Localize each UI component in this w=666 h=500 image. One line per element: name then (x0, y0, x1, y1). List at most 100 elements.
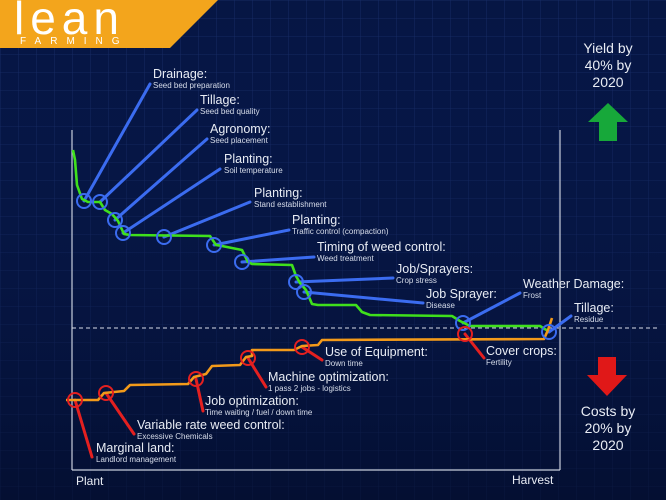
yield-factor-planting-stand: Planting: Stand establishment (254, 186, 327, 210)
factor-title: Drainage: (153, 67, 208, 81)
yield-callout-circle (541, 324, 557, 340)
factor-title: Use of Equipment: (325, 345, 428, 359)
factor-detail: Frost (523, 291, 542, 301)
factor-detail: Seed placement (210, 136, 268, 146)
factor-title: Planting: (292, 213, 341, 227)
yield-callout-line (547, 314, 573, 334)
yield-note-line3: 2020 (592, 73, 624, 90)
factor-title: Variable rate weed control: (137, 418, 285, 432)
yield-callout-circle (296, 284, 312, 300)
yield-factor-planting-traffic: Planting: Traffic control (compaction) (292, 213, 389, 237)
factor-title: Job/Sprayers: (396, 262, 474, 276)
yield-callout-circle (455, 315, 471, 331)
factor-detail: Residue (574, 315, 604, 325)
factor-title: Weather Damage: (523, 277, 625, 291)
yield-callout-circle (115, 225, 131, 241)
yield-callout-circle (76, 193, 92, 209)
factor-title: Planting: (254, 186, 303, 200)
factor-detail: Landlord management (96, 455, 177, 465)
yield-factor-agronomy: Agronomy: Seed placement (210, 122, 271, 146)
yield-callout-circle (92, 194, 108, 210)
cost-callout-circle (240, 350, 256, 366)
cost-callout-line (300, 345, 324, 362)
logo-main: lean (14, 0, 125, 44)
factor-title: Cover crops: (486, 344, 557, 358)
axis-start-label: Plant (76, 474, 104, 488)
yield-factor-weather: Weather Damage: Frost (523, 277, 625, 301)
yield-callout-circle (156, 229, 172, 245)
cost-factor-machine-optimization: Machine optimization: 1 pass 2 jobs - lo… (268, 370, 389, 394)
yield-callout-line (294, 276, 395, 284)
yield-callout-circle (107, 212, 123, 228)
yield-callout-circle (206, 237, 222, 253)
logo: lean FARMING (14, 0, 129, 47)
cost-callout-line (73, 398, 94, 459)
yield-note-line2: 40% by (584, 56, 632, 73)
cost-callout-circle (67, 392, 83, 408)
factor-title: Planting: (224, 152, 273, 166)
factor-detail: Fertility (486, 358, 512, 368)
cost-note: Costs by 20% by 2020 (570, 403, 646, 453)
yield-factor-tillage-residue: Tillage: Residue (574, 301, 614, 325)
yield-callout-line (113, 137, 209, 222)
yield-callout-line (162, 200, 252, 239)
cost-note-line1: Costs by (580, 403, 636, 419)
factor-detail: Stand establishment (254, 200, 327, 210)
cost-note-line2: 20% by (584, 419, 632, 436)
factor-detail: 1 pass 2 jobs - logistics (268, 384, 351, 394)
cost-callout-circle (294, 339, 310, 355)
cost-factor-marginal-land: Marginal land: Landlord management (96, 441, 177, 465)
factor-title: Timing of weed control: (317, 240, 446, 254)
axis-end-label: Harvest (512, 473, 554, 487)
factor-detail: Disease (426, 301, 455, 311)
cost-down-arrow (587, 357, 627, 396)
yield-factor-job-sprayer: Job Sprayer: Disease (426, 287, 497, 311)
yield-callout-circle (234, 254, 250, 270)
factor-title: Marginal land: (96, 441, 175, 455)
cost-callout-line (246, 356, 268, 389)
yield-callout-line (98, 108, 199, 204)
cost-callout-line (104, 391, 136, 436)
yield-factor-job-sprayers: Job/Sprayers: Crop stress (396, 262, 474, 286)
yield-callout-line (121, 167, 222, 235)
cost-curve (66, 317, 554, 402)
factor-detail: Down time (325, 359, 363, 369)
factor-detail: Traffic control (compaction) (292, 227, 389, 237)
factor-title: Tillage: (200, 93, 240, 107)
yield-callout-circle (288, 274, 304, 290)
cost-callout-circle (98, 385, 114, 401)
yield-callout-line (212, 228, 291, 247)
cost-callout-circle (188, 371, 204, 387)
factor-detail: Weed treatment (317, 254, 374, 264)
yield-factor-weed-timing: Timing of weed control: Weed treatment (317, 240, 446, 264)
cost-factor-use-of-equipment: Use of Equipment: Down time (325, 345, 428, 369)
cost-factor-cover-crops: Cover crops: Fertility (486, 344, 557, 368)
yield-factor-drainage: Drainage: Seed bed preparation (153, 67, 230, 91)
cost-note-line3: 2020 (592, 436, 624, 453)
yield-callout-line (461, 291, 522, 325)
cost-factor-job-optimization: Job optimization: Time waiting / fuel / … (205, 394, 313, 418)
yield-callout-line (302, 290, 425, 305)
cost-callout-circle (457, 326, 473, 342)
yield-callout-line (82, 82, 152, 203)
yield-up-arrow (588, 103, 628, 141)
factor-title: Machine optimization: (268, 370, 389, 384)
yield-note-line1: Yield by (583, 40, 633, 56)
cost-callout-line (194, 377, 205, 413)
factor-title: Agronomy: (210, 122, 271, 136)
factor-title: Job optimization: (205, 394, 299, 408)
factor-detail: Seed bed preparation (153, 81, 230, 91)
factor-detail: Excessive Chemicals (137, 432, 213, 442)
cost-callout-line (463, 332, 486, 360)
yield-factor-tillage-seedbed: Tillage: Seed bed quality (200, 93, 260, 117)
yield-factor-planting-soil: Planting: Soil temperature (224, 152, 283, 176)
logo-sub: FARMING (20, 36, 129, 47)
yield-note: Yield by 40% by 2020 (570, 40, 646, 90)
logo-banner (0, 0, 218, 48)
factor-detail: Time waiting / fuel / down time (205, 408, 313, 418)
yield-callout-line (240, 255, 316, 264)
factor-detail: Soil temperature (224, 166, 283, 176)
